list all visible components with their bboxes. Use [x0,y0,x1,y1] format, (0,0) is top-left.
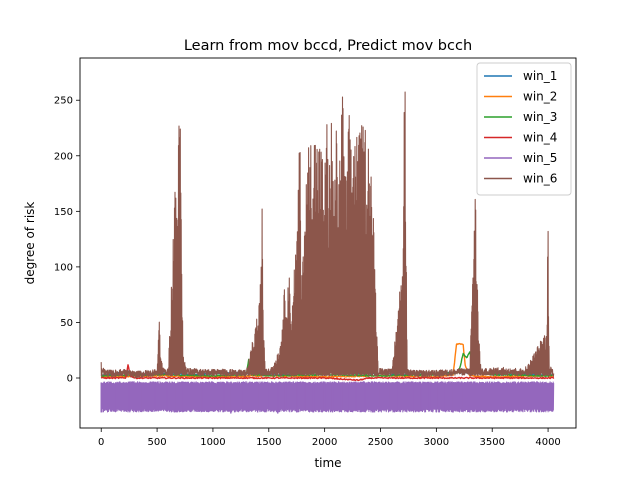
y-axis: 0 50 100 150 200 250 [54,96,80,385]
legend-label-win_6: win_6 [523,172,557,186]
series-line-win_4 [100,364,555,382]
series-win_4 [100,364,555,382]
x-tick-label: 3000 [424,437,449,448]
series-line-win_6 [100,91,555,379]
y-tick-label: 250 [54,96,73,107]
series-win_2 [100,342,555,379]
y-tick-label: 100 [54,262,73,273]
x-tick-label: 500 [148,437,167,448]
y-axis-label: degree of risk [23,202,37,285]
x-tick-label: 2000 [312,437,337,448]
legend-label-win_5: win_5 [523,151,557,165]
legend-label-win_1: win_1 [523,69,557,83]
legend-label-win_3: win_3 [523,110,557,124]
series-win_5 [100,381,555,414]
x-axis-label: time [314,456,341,470]
x-tick-label: 2500 [368,437,393,448]
x-axis: 0 500 1000 1500 2000 2500 3000 3500 4000 [98,428,561,448]
x-tick-label: 4000 [535,437,560,448]
legend-label-win_4: win_4 [523,131,557,145]
x-tick-label: 1500 [256,437,281,448]
y-tick-label: 200 [54,151,73,162]
x-tick-label: 1000 [200,437,225,448]
series-win_6 [100,91,555,379]
legend: win_1 win_2 win_3 win_4 win_5 win_6 [476,62,572,196]
y-tick-label: 50 [60,318,73,329]
y-tick-label: 0 [67,374,73,385]
y-tick-label: 150 [54,207,73,218]
series-line-win_2 [100,342,555,379]
legend-label-win_2: win_2 [523,90,557,104]
x-tick-label: 0 [98,437,104,448]
series-line-win_5 [100,381,555,413]
x-tick-label: 3500 [479,437,504,448]
series-layer [100,91,555,414]
chart-title: Learn from mov bccd, Predict mov bcch [184,38,472,54]
plot-frame [79,57,577,429]
